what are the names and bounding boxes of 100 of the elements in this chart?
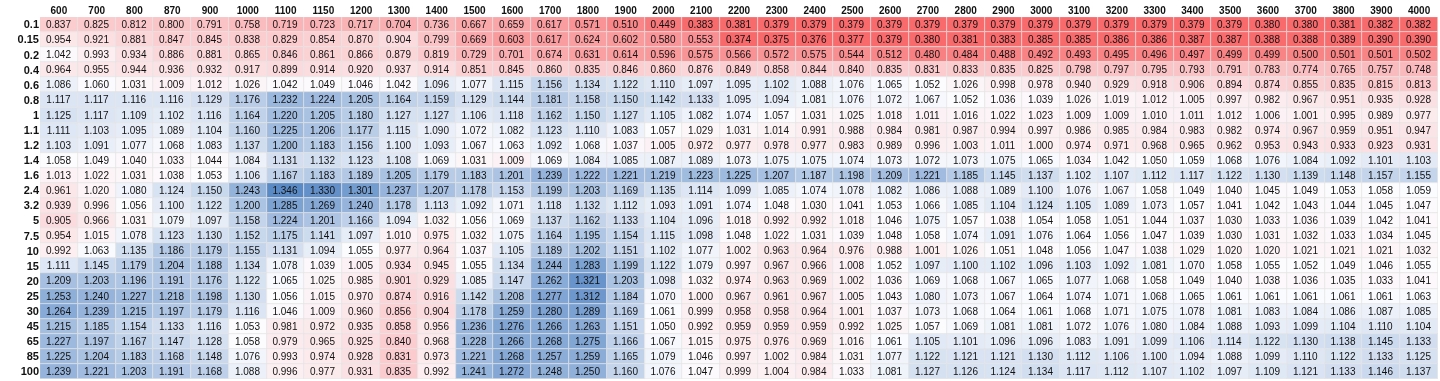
data-label: 1.219	[650, 169, 676, 181]
data-label: 1.036	[990, 94, 1016, 106]
data-label: 1.039	[1179, 229, 1205, 241]
data-label: 0.975	[423, 229, 450, 241]
data-label: 1.122	[1330, 350, 1356, 362]
data-label: 1.178	[461, 184, 487, 196]
data-label: 1.253	[45, 290, 72, 302]
data-label: 0.894	[1216, 78, 1243, 90]
x-tick-label: 2800	[954, 5, 978, 16]
data-label: 0.972	[687, 139, 714, 151]
y-tick-label: 2.4	[23, 184, 40, 197]
data-label: 0.495	[1103, 48, 1130, 60]
x-tick-label: 700	[88, 5, 106, 16]
data-label: 0.959	[1330, 124, 1356, 136]
data-label: 1.072	[461, 124, 487, 136]
data-label: 1.084	[1292, 154, 1319, 166]
data-label: 1.031	[1254, 229, 1281, 241]
data-label: 1.232	[272, 94, 298, 106]
data-label: 1.096	[1027, 335, 1054, 347]
data-label: 0.943	[1292, 139, 1319, 151]
data-label: 1.103	[1405, 154, 1432, 166]
data-label: 0.812	[121, 18, 147, 30]
data-label: 1.067	[461, 139, 487, 151]
data-label: 1.076	[1027, 229, 1054, 241]
data-label: 1.047	[1405, 199, 1432, 211]
data-label: 1.026	[952, 78, 979, 90]
data-label: 1.092	[1330, 154, 1356, 166]
data-label: 0.499	[1254, 48, 1281, 60]
data-label: 1.205	[309, 109, 336, 121]
data-label: 1.126	[952, 365, 979, 377]
data-label: 1.127	[423, 109, 450, 121]
x-tick-label: 800	[126, 5, 144, 16]
data-label: 0.929	[423, 275, 450, 287]
data-label: 0.954	[45, 229, 72, 241]
data-label: 1.167	[272, 169, 298, 181]
data-label: 0.972	[309, 320, 336, 332]
data-label: 1.077	[461, 78, 487, 90]
data-label: 0.858	[385, 320, 412, 332]
data-label: 0.748	[1405, 63, 1432, 75]
data-label: 0.380	[914, 33, 941, 45]
data-label: 0.993	[83, 48, 110, 60]
y-tick-label: 20	[26, 274, 39, 287]
data-label: 1.086	[1330, 305, 1356, 317]
data-label: 1.137	[536, 214, 563, 226]
data-label: 1.094	[385, 214, 412, 226]
data-label: 0.835	[1330, 78, 1356, 90]
data-label: 0.939	[45, 199, 72, 211]
data-label: 1.084	[574, 154, 601, 166]
data-label: 0.956	[423, 320, 450, 332]
data-label: 1.092	[461, 199, 487, 211]
data-label: 1.037	[1179, 214, 1205, 226]
data-label: 1.031	[801, 229, 827, 241]
x-tick-label: 1500	[463, 5, 487, 16]
data-label: 1.100	[952, 259, 979, 271]
data-label: 1.102	[763, 78, 790, 90]
data-label: 1.073	[725, 154, 752, 166]
data-label: 0.968	[1141, 139, 1168, 151]
data-label: 1.272	[498, 365, 525, 377]
x-tick-label: 2700	[916, 5, 940, 16]
data-label: 0.983	[1179, 124, 1205, 136]
data-label: 1.058	[1065, 214, 1092, 226]
data-label: 1.058	[234, 335, 261, 347]
data-label: 1.116	[235, 305, 261, 317]
data-label: 1.228	[461, 335, 487, 347]
data-label: 1.198	[196, 290, 223, 302]
data-label: 1.127	[385, 109, 412, 121]
data-label: 1.090	[423, 124, 450, 136]
data-label: 1.240	[83, 290, 110, 302]
data-label: 1.040	[121, 154, 147, 166]
data-label: 1.081	[876, 365, 903, 377]
data-label: 0.929	[1103, 78, 1130, 90]
data-label: 1.067	[914, 94, 941, 106]
data-label: 1.109	[121, 109, 147, 121]
data-label: 1.179	[423, 169, 450, 181]
data-label: 1.102	[650, 244, 676, 256]
data-label: 1.083	[196, 139, 223, 151]
x-tick-label: 870	[163, 5, 182, 16]
data-label: 1.166	[347, 214, 374, 226]
data-label: 0.984	[1141, 124, 1168, 136]
data-label: 1.002	[763, 350, 790, 362]
data-label: 0.758	[234, 18, 261, 30]
x-tick-label: 4000	[1407, 5, 1431, 16]
data-label: 0.798	[1065, 63, 1092, 75]
data-label: 1.026	[952, 244, 979, 256]
data-label: 0.379	[1065, 18, 1092, 30]
data-label: 1.268	[498, 350, 525, 362]
y-tick-label: 25	[26, 289, 39, 302]
data-label: 1.154	[121, 320, 147, 332]
data-label: 1.088	[801, 78, 827, 90]
data-label: 1.114	[688, 184, 714, 196]
data-label: 1.129	[461, 94, 487, 106]
data-label: 1.076	[650, 365, 676, 377]
data-label: 0.962	[1216, 139, 1243, 151]
y-tick-label: 1.1	[23, 123, 39, 136]
data-label: 0.971	[1103, 139, 1130, 151]
data-label: 0.544	[838, 48, 865, 60]
data-label: 0.831	[385, 350, 412, 362]
data-label: 1.043	[1292, 199, 1319, 211]
data-label: 0.944	[121, 63, 147, 75]
data-label: 0.566	[725, 48, 752, 60]
